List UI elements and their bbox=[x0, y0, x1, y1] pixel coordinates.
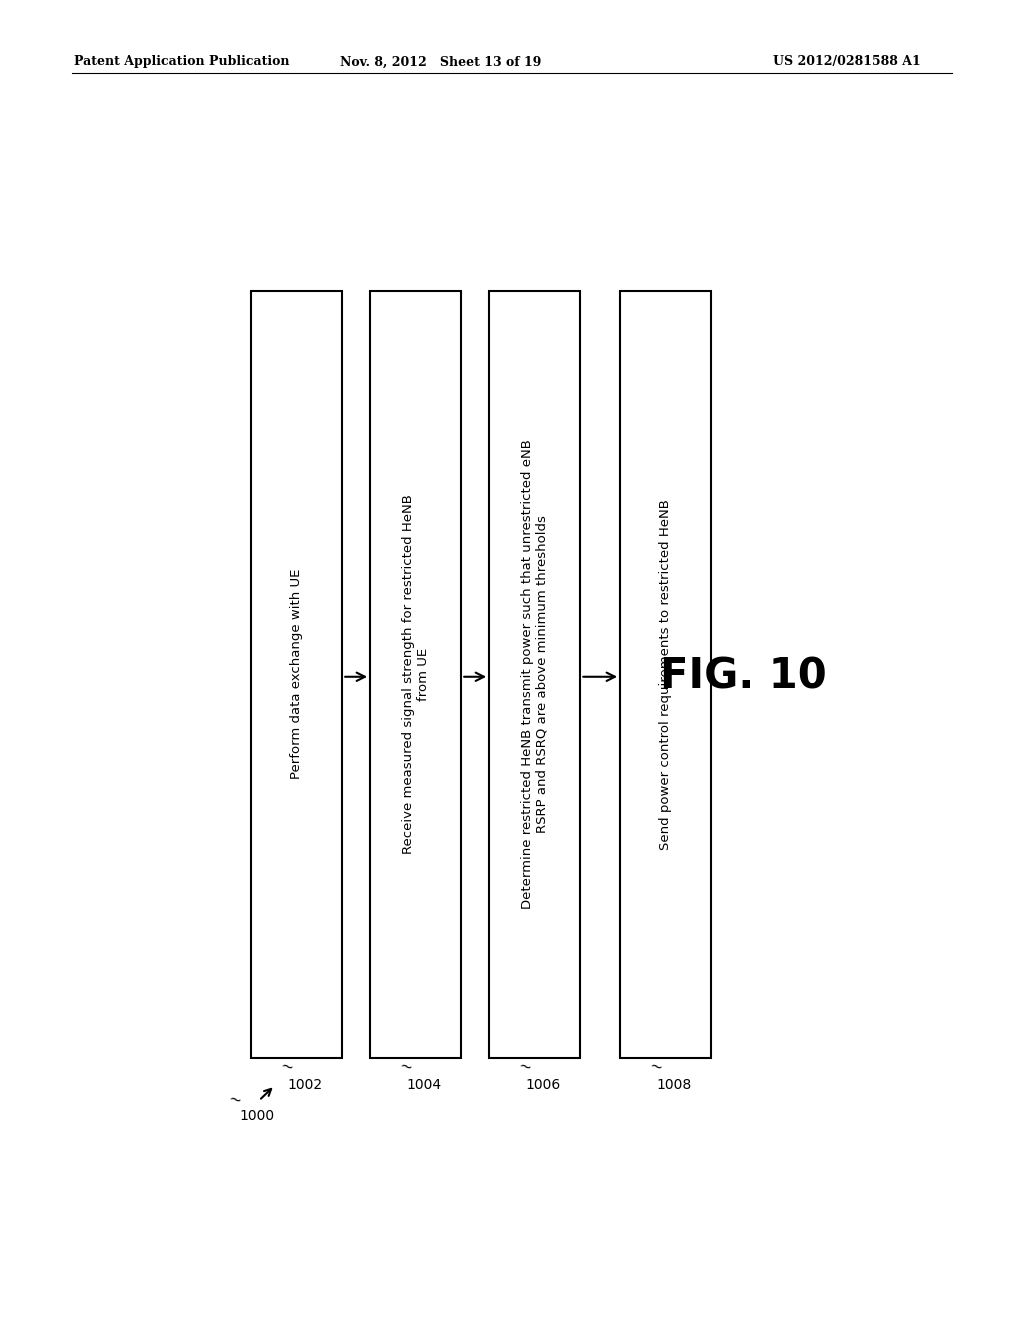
Text: 1000: 1000 bbox=[240, 1109, 274, 1123]
Text: 1004: 1004 bbox=[407, 1078, 441, 1093]
Bar bbox=[370, 290, 461, 1057]
Text: Send power control requirements to restricted HeNB: Send power control requirements to restr… bbox=[659, 499, 672, 850]
Text: US 2012/0281588 A1: US 2012/0281588 A1 bbox=[773, 55, 921, 69]
Text: 1006: 1006 bbox=[525, 1078, 560, 1093]
Text: ~: ~ bbox=[397, 1059, 414, 1076]
Text: Nov. 8, 2012   Sheet 13 of 19: Nov. 8, 2012 Sheet 13 of 19 bbox=[340, 55, 541, 69]
Bar bbox=[489, 290, 581, 1057]
Bar bbox=[620, 290, 712, 1057]
Text: Patent Application Publication: Patent Application Publication bbox=[74, 55, 289, 69]
Text: ~: ~ bbox=[647, 1059, 664, 1076]
Text: Determine restricted HeNB transmit power such that unrestricted eNB
RSRP and RSR: Determine restricted HeNB transmit power… bbox=[521, 440, 549, 909]
Text: Perform data exchange with UE: Perform data exchange with UE bbox=[290, 569, 303, 779]
Text: ~: ~ bbox=[227, 1090, 243, 1109]
Text: ~: ~ bbox=[279, 1059, 295, 1076]
Text: 1002: 1002 bbox=[287, 1078, 323, 1093]
Text: ~: ~ bbox=[516, 1059, 532, 1076]
Text: Receive measured signal strength for restricted HeNB
from UE: Receive measured signal strength for res… bbox=[401, 494, 430, 854]
Bar bbox=[251, 290, 342, 1057]
Text: FIG. 10: FIG. 10 bbox=[659, 656, 826, 698]
Text: 1008: 1008 bbox=[656, 1078, 691, 1093]
